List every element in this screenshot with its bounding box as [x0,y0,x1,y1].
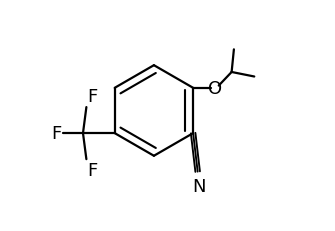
Text: F: F [87,87,98,105]
Text: N: N [192,177,206,195]
Text: O: O [208,79,222,97]
Text: F: F [51,125,62,143]
Text: F: F [87,162,98,180]
